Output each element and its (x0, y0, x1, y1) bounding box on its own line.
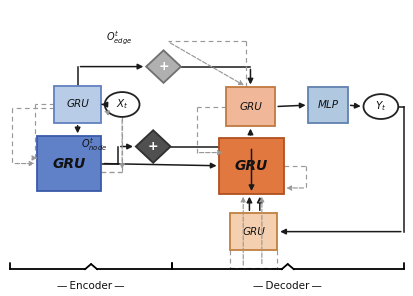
Text: GRU: GRU (238, 102, 261, 112)
FancyBboxPatch shape (225, 87, 275, 126)
FancyBboxPatch shape (229, 213, 277, 250)
Text: $O^t_{node}$: $O^t_{node}$ (81, 137, 107, 153)
FancyBboxPatch shape (308, 87, 347, 123)
Text: $Y_t$: $Y_t$ (374, 100, 386, 113)
Text: — Decoder —: — Decoder — (253, 281, 321, 291)
Polygon shape (146, 50, 180, 83)
Circle shape (104, 92, 139, 117)
Text: GRU: GRU (66, 99, 89, 109)
Text: GRU: GRU (234, 159, 268, 173)
FancyBboxPatch shape (54, 86, 101, 123)
Text: MLP: MLP (317, 100, 338, 110)
Text: GRU: GRU (242, 227, 264, 237)
FancyBboxPatch shape (219, 138, 283, 194)
Circle shape (363, 94, 397, 119)
Text: $X_t$: $X_t$ (116, 98, 128, 111)
Text: +: + (147, 140, 158, 153)
Polygon shape (135, 130, 170, 163)
Text: $O^t_{edge}$: $O^t_{edge}$ (105, 30, 132, 47)
Text: — Encoder —: — Encoder — (57, 281, 125, 291)
Text: +: + (158, 60, 169, 73)
Text: GRU: GRU (52, 157, 86, 170)
FancyBboxPatch shape (37, 136, 101, 191)
